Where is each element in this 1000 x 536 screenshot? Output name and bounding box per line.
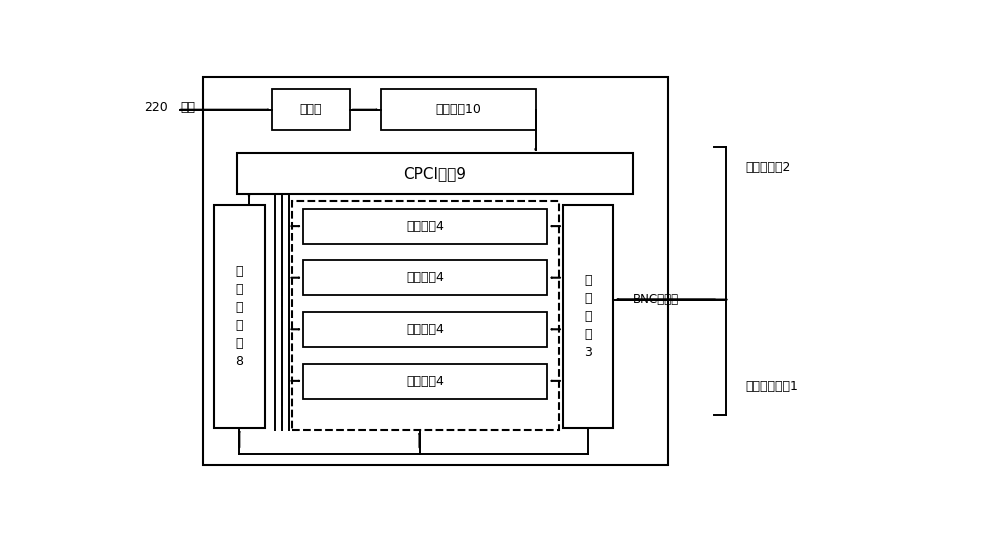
Text: 220: 220 [144, 101, 168, 114]
Bar [563, 205, 613, 428]
Bar [303, 363, 547, 399]
Text: 电源模块10: 电源模块10 [435, 103, 481, 116]
Text: 零
槽
控
制
器
8: 零 槽 控 制 器 8 [235, 265, 243, 368]
Text: 采集模块4: 采集模块4 [406, 375, 444, 388]
Bar [272, 89, 350, 130]
Text: 电流传感器2: 电流传感器2 [745, 161, 790, 174]
Text: 采集模块4: 采集模块4 [406, 220, 444, 233]
Text: 保险丝: 保险丝 [300, 103, 322, 116]
Text: BNC连接器: BNC连接器 [633, 293, 679, 306]
Text: 隔离电压探头1: 隔离电压探头1 [745, 379, 798, 393]
Bar [214, 205, 264, 428]
Text: 采集模块4: 采集模块4 [406, 323, 444, 336]
Text: 调
理
模
块
3: 调 理 模 块 3 [584, 273, 592, 359]
Text: 采集模块4: 采集模块4 [406, 271, 444, 285]
Text: CPCI总线9: CPCI总线9 [404, 166, 466, 181]
Bar [303, 312, 547, 347]
Bar [237, 153, 633, 195]
Bar [303, 209, 547, 244]
Bar [292, 200, 559, 429]
Bar [202, 77, 668, 465]
Bar [381, 89, 536, 130]
Bar [303, 260, 547, 295]
Text: 交流: 交流 [181, 101, 196, 114]
